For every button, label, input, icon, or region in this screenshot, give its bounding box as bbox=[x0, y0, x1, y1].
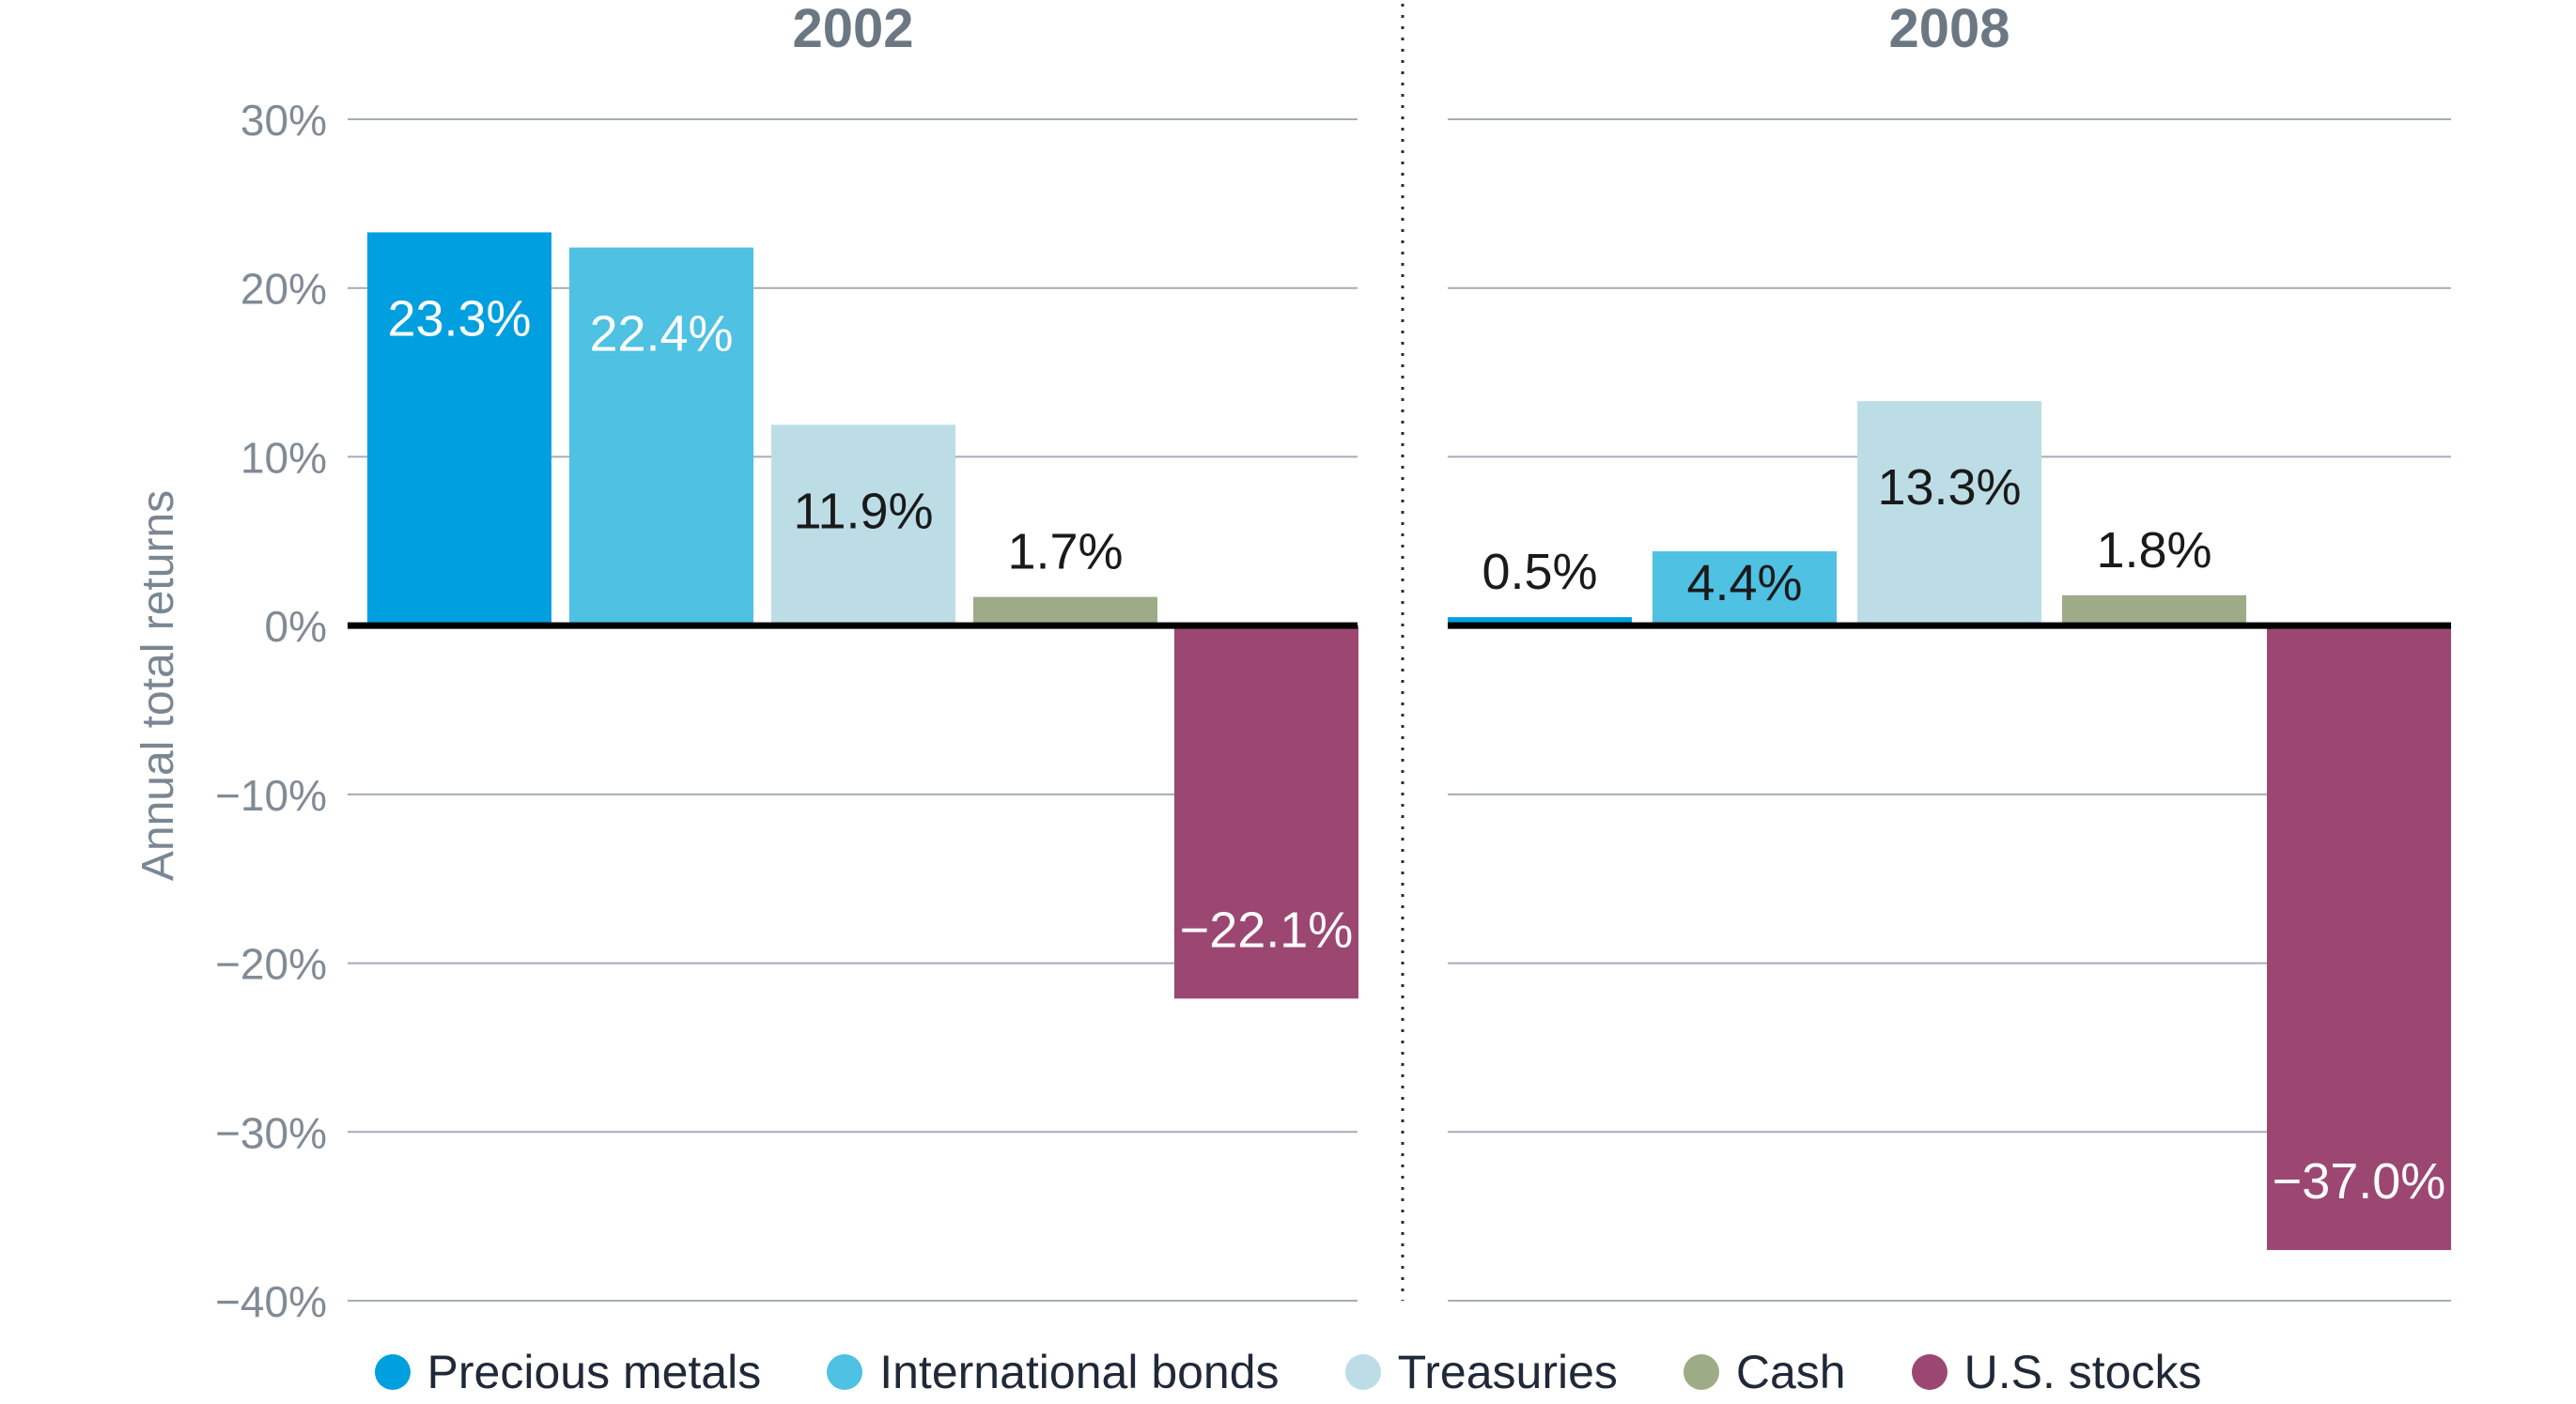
data-label-2002-1: 23.3% bbox=[387, 290, 531, 347]
bar-2008-3 bbox=[1857, 401, 2041, 626]
data-label-2002-2: 22.4% bbox=[589, 306, 733, 363]
legend-label: International bonds bbox=[879, 1346, 1280, 1398]
y-tick-label: 20% bbox=[241, 265, 327, 314]
legend-label: Cash bbox=[1735, 1346, 1846, 1398]
bar-2002-1 bbox=[367, 232, 551, 626]
data-label-2008-3: 13.3% bbox=[1877, 459, 2021, 516]
y-axis-label: Annual total returns bbox=[133, 490, 183, 881]
legend-item: Precious metals bbox=[374, 1345, 762, 1399]
data-label-2002-3: 11.9% bbox=[793, 483, 933, 539]
data-label-2008-1: 0.5% bbox=[1482, 544, 1597, 600]
legend-swatch bbox=[1911, 1354, 1948, 1390]
y-tick-label: 0% bbox=[265, 602, 327, 651]
legend-swatch bbox=[374, 1354, 411, 1390]
legend-item: U.S. stocks bbox=[1911, 1345, 2202, 1399]
data-label-2008-2: 4.4% bbox=[1686, 555, 1802, 611]
bar-2002-3 bbox=[771, 424, 955, 626]
y-tick-label: −10% bbox=[215, 771, 327, 820]
legend-item: Treasuries bbox=[1344, 1345, 1618, 1399]
y-tick-label: −40% bbox=[215, 1277, 327, 1326]
bar-2002-5 bbox=[1174, 625, 1358, 999]
legend-swatch bbox=[1344, 1354, 1381, 1390]
data-label-2002-5: −22.1% bbox=[1180, 902, 1354, 958]
bar-2008-2 bbox=[1653, 551, 1837, 626]
legend-item: Cash bbox=[1683, 1345, 1846, 1399]
legend-swatch bbox=[1683, 1354, 1719, 1390]
bar-2002-4 bbox=[973, 596, 1157, 626]
bar-2008-1 bbox=[1448, 617, 1632, 626]
legend-swatch bbox=[827, 1354, 863, 1390]
data-label-2008-5: −37.0% bbox=[2273, 1153, 2446, 1210]
panel-title-2002: 2002 bbox=[792, 0, 913, 59]
bar-2008-4 bbox=[2062, 594, 2246, 626]
legend-label: Precious metals bbox=[427, 1346, 762, 1398]
legend-item: International bonds bbox=[827, 1345, 1280, 1399]
legend-label: Treasuries bbox=[1397, 1346, 1618, 1398]
y-tick-label: −20% bbox=[215, 940, 327, 989]
y-tick-label: −30% bbox=[215, 1108, 327, 1157]
data-label-2008-4: 1.8% bbox=[2096, 522, 2211, 579]
y-tick-label: 10% bbox=[241, 433, 327, 482]
bar-2002-2 bbox=[569, 247, 753, 626]
bar-2008-5 bbox=[2267, 625, 2451, 1251]
legend: Precious metals International bonds Treasu… bbox=[0, 1345, 2576, 1399]
y-tick-label: 30% bbox=[241, 96, 327, 145]
data-label-2002-4: 1.7% bbox=[1007, 524, 1123, 580]
panel-title-2008: 2008 bbox=[1888, 0, 2010, 59]
legend-label: U.S. stocks bbox=[1963, 1346, 2202, 1398]
